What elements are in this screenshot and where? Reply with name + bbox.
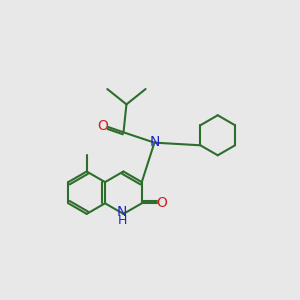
Text: O: O [157,196,167,210]
Text: O: O [98,118,109,133]
Text: H: H [117,214,127,227]
Text: N: N [117,205,127,219]
Text: N: N [150,135,160,149]
